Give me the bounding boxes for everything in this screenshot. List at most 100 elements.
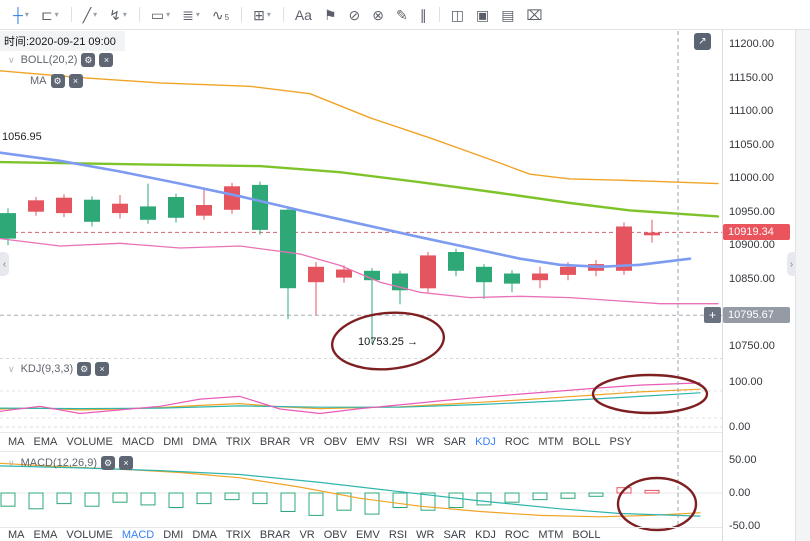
- copy-tool-icon[interactable]: ▣: [475, 6, 490, 23]
- indicator-tab-emv[interactable]: EMV: [355, 436, 380, 448]
- shape-tool-icon[interactable]: ▭ ▾: [150, 6, 171, 23]
- pane-collapse-left-handle[interactable]: ‹: [0, 252, 9, 276]
- candle[interactable]: [56, 197, 72, 214]
- macd-bar[interactable]: [140, 492, 156, 506]
- indicator-tab-psy[interactable]: PSY: [609, 436, 632, 448]
- chevron-down-icon[interactable]: ∨: [8, 457, 15, 468]
- anchor-tool-icon[interactable]: ⊗: [372, 6, 384, 23]
- macd-bar[interactable]: [644, 489, 660, 494]
- candle[interactable]: [252, 184, 268, 230]
- indicator-tab-sar[interactable]: SAR: [443, 436, 467, 448]
- indicator-tab-rsi[interactable]: RSI: [388, 436, 408, 448]
- macd-bar[interactable]: [532, 492, 548, 501]
- indicator-tab-ema[interactable]: EMA: [33, 529, 58, 541]
- measure-tool-icon[interactable]: ⊏ ▾: [40, 6, 59, 23]
- macd-bar[interactable]: [56, 492, 72, 505]
- candle[interactable]: [196, 205, 212, 216]
- ma-close-button[interactable]: ×: [68, 74, 83, 88]
- macd-bar[interactable]: [28, 492, 44, 510]
- price-range-tool-icon[interactable]: ∥: [419, 6, 427, 23]
- macd-bar[interactable]: [588, 492, 604, 497]
- macd-bar[interactable]: [392, 492, 408, 508]
- candle[interactable]: [532, 273, 548, 281]
- macd-bar[interactable]: [476, 492, 492, 506]
- candle[interactable]: [140, 206, 156, 220]
- indicator-tab-dmi[interactable]: DMI: [163, 436, 184, 448]
- indicator-tab-dmi[interactable]: DMI: [163, 529, 184, 541]
- macd-close-button[interactable]: ×: [119, 456, 134, 470]
- wave-tool-icon[interactable]: ∿ 5: [211, 6, 230, 23]
- boll-close-button[interactable]: ×: [99, 53, 114, 67]
- candle[interactable]: [280, 209, 296, 289]
- delete-tool-icon[interactable]: ⌧: [526, 6, 543, 23]
- polyline-tool-icon[interactable]: ↯ ▾: [109, 6, 127, 23]
- indicator-tab-boll[interactable]: BOLL: [572, 529, 601, 541]
- candle[interactable]: [308, 266, 324, 283]
- indicator-tab-dma[interactable]: DMA: [192, 436, 217, 448]
- indicator-tab-obv[interactable]: OBV: [323, 529, 347, 541]
- indicator-tab-kdj[interactable]: KDJ: [475, 436, 496, 448]
- indicator-tab-ma[interactable]: MA: [8, 529, 25, 541]
- candle[interactable]: [28, 200, 44, 212]
- price-axis[interactable]: 10919.34 10795.67 + 11200.00 11150.00 1110…: [704, 30, 795, 541]
- macd-bar[interactable]: [560, 492, 576, 499]
- candle[interactable]: [588, 264, 604, 271]
- expand-icon[interactable]: ↗: [694, 33, 711, 50]
- indicator-tab-vr[interactable]: VR: [299, 436, 315, 448]
- candle[interactable]: [504, 273, 520, 284]
- screenshot-tool-icon[interactable]: ◫: [450, 6, 464, 23]
- trendline-tool-icon[interactable]: ╱ ▾: [82, 6, 98, 23]
- candle[interactable]: [84, 199, 100, 222]
- link-tool-icon[interactable]: ⊘: [348, 6, 361, 23]
- indicator-tab-trix[interactable]: TRIX: [225, 436, 251, 448]
- indicator-tab-wr[interactable]: WR: [416, 529, 435, 541]
- indicator-tab-sar[interactable]: SAR: [443, 529, 467, 541]
- indicator-tab-brar[interactable]: BRAR: [259, 529, 291, 541]
- macd-bar[interactable]: [84, 492, 100, 507]
- drawn-ellipse-annotation[interactable]: [330, 308, 446, 374]
- indicator-tab-vr[interactable]: VR: [299, 529, 315, 541]
- indicator-tab-dma[interactable]: DMA: [192, 529, 217, 541]
- kdj-close-button[interactable]: ×: [95, 362, 110, 376]
- indicator-tab-boll[interactable]: BOLL: [572, 436, 601, 448]
- macd-bar[interactable]: [0, 492, 16, 507]
- crosshair-tool-icon[interactable]: ┼ ▾: [13, 6, 29, 23]
- macd-bar[interactable]: [196, 492, 212, 505]
- candle[interactable]: [616, 226, 632, 271]
- macd-bar[interactable]: [224, 492, 240, 501]
- indicator-tab-obv[interactable]: OBV: [323, 436, 347, 448]
- candle[interactable]: [168, 197, 184, 218]
- indicator-tab-emv[interactable]: EMV: [355, 529, 380, 541]
- gann-grid-tool-icon[interactable]: ⊞ ▾: [253, 6, 271, 23]
- macd-bar[interactable]: [308, 492, 324, 516]
- ma-settings-button[interactable]: ⚙: [50, 74, 65, 88]
- indicator-tab-macd[interactable]: MACD: [121, 436, 155, 448]
- indicator-tab-macd[interactable]: MACD: [121, 529, 155, 541]
- macd-bar[interactable]: [336, 492, 352, 511]
- text-tool-icon[interactable]: Aa: [294, 6, 312, 23]
- macd-bar[interactable]: [168, 492, 184, 508]
- add-order-button[interactable]: +: [704, 307, 721, 324]
- indicator-tab-ma[interactable]: MA: [8, 436, 25, 448]
- flag-tool-icon[interactable]: ⚑: [323, 6, 337, 23]
- macd-bar[interactable]: [364, 492, 380, 515]
- edit-tool-icon[interactable]: ▤: [501, 6, 515, 23]
- indicator-tab-volume[interactable]: VOLUME: [66, 529, 113, 541]
- indicator-tab-rsi[interactable]: RSI: [388, 529, 408, 541]
- indicator-tab-brar[interactable]: BRAR: [259, 436, 291, 448]
- kdj-settings-button[interactable]: ⚙: [77, 362, 92, 376]
- candle[interactable]: [644, 232, 660, 236]
- candle[interactable]: [336, 269, 352, 278]
- candle[interactable]: [112, 203, 128, 214]
- candle[interactable]: [420, 255, 436, 289]
- boll-settings-button[interactable]: ⚙: [81, 53, 96, 67]
- pencil-tool-icon[interactable]: ✎: [395, 6, 408, 23]
- pane-collapse-right-handle[interactable]: ›: [787, 252, 796, 276]
- macd-bar[interactable]: [252, 492, 268, 505]
- candle[interactable]: [224, 186, 240, 210]
- indicator-tab-ema[interactable]: EMA: [33, 436, 58, 448]
- candle[interactable]: [448, 252, 464, 271]
- chevron-down-icon[interactable]: ∨: [8, 363, 15, 374]
- indicator-tab-kdj[interactable]: KDJ: [475, 529, 496, 541]
- drawn-ellipse-annotation[interactable]: [591, 373, 709, 415]
